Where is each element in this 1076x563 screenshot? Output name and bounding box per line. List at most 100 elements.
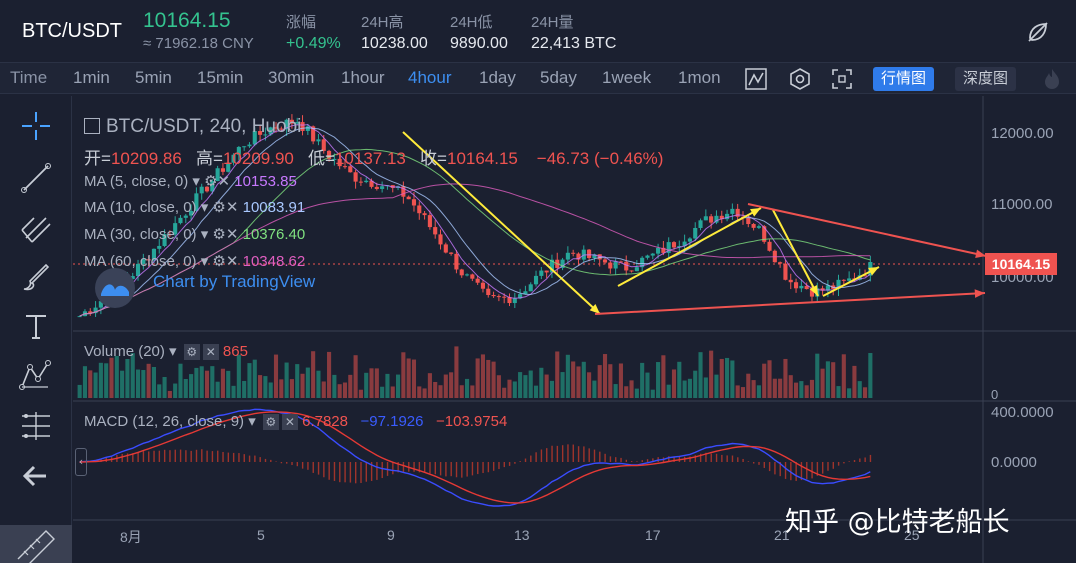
- macd-histogram-bar: [795, 462, 797, 481]
- change-value: −46.73 (−0.46%): [536, 149, 664, 168]
- macd-axis-label: 0.0000: [991, 454, 1037, 471]
- stat-label: 24H量: [531, 14, 574, 31]
- ruler-icon[interactable]: [0, 525, 72, 563]
- settings-icon[interactable]: ⚙: [204, 173, 218, 190]
- tab-15min[interactable]: 15min: [197, 68, 244, 87]
- macd-histogram-bar: [445, 462, 447, 477]
- volume-bar: [518, 372, 523, 398]
- close-icon[interactable]: ✕: [225, 226, 239, 243]
- ma-legend-5[interactable]: MA (5, close, 0) ▾ ⚙✕ 10153.85: [84, 173, 297, 190]
- panel-collapse-button[interactable]: ‹: [75, 448, 87, 476]
- settings-icon[interactable]: ⚙: [212, 199, 226, 216]
- volume-bar: [852, 365, 857, 398]
- macd-histogram-bar: [339, 462, 341, 483]
- brush-icon[interactable]: [18, 259, 54, 295]
- tab-5min[interactable]: 5min: [135, 68, 172, 87]
- pair-name[interactable]: BTC/USDT: [22, 20, 122, 42]
- candle: [714, 215, 719, 223]
- close-icon[interactable]: ✕: [225, 253, 239, 270]
- macd-histogram-bar: [737, 457, 739, 462]
- macd-histogram-bar: [694, 455, 697, 462]
- macd-legend[interactable]: MACD (12, 26, close, 9) ▾ ⚙ ✕ 6.7828 −97.…: [84, 413, 508, 431]
- title-collapse-icon[interactable]: [84, 118, 100, 134]
- macd-histogram-bar: [832, 462, 834, 469]
- measure-icon[interactable]: [18, 408, 54, 444]
- tab-1hour[interactable]: 1hour: [341, 68, 385, 87]
- candle: [735, 208, 740, 217]
- fork-icon[interactable]: [18, 210, 54, 246]
- price-chart[interactable]: BTC/USDT, 240, Huobi 开=10209.86 高=10209.…: [73, 96, 1076, 563]
- tab-4hour[interactable]: 4hour: [408, 68, 452, 87]
- tradingview-watermark[interactable]: Chart by TradingView: [153, 272, 316, 291]
- volume-bar: [778, 378, 783, 398]
- volume-bar: [258, 375, 263, 398]
- volume-bar: [433, 381, 438, 398]
- candle: [778, 262, 783, 264]
- ma-legend-10[interactable]: MA (10, close, 0) ▾ ⚙✕ 10083.91: [84, 199, 306, 216]
- macd-histogram-bar: [137, 451, 139, 462]
- market-chart-button[interactable]: 行情图: [873, 67, 935, 91]
- macd-histogram-bar: [307, 462, 309, 470]
- volume-bar: [709, 350, 714, 398]
- settings-icon[interactable]: ⚙: [212, 253, 226, 270]
- candle: [316, 139, 321, 142]
- fullscreen-icon[interactable]: [830, 67, 854, 91]
- candle: [369, 180, 374, 187]
- text-icon[interactable]: [18, 308, 54, 344]
- volume-bar: [618, 363, 623, 398]
- macd-histogram-bar: [190, 450, 192, 462]
- close-icon[interactable]: ✕: [281, 414, 298, 431]
- settings-icon[interactable]: ⚙: [183, 344, 200, 361]
- crosshair-icon[interactable]: [18, 108, 54, 144]
- macd-histogram-bar: [323, 462, 325, 478]
- ma-legend-30[interactable]: MA (30, close, 0) ▾ ⚙✕ 10376.40: [84, 226, 306, 243]
- volume-bar: [820, 368, 825, 398]
- indicator-icon[interactable]: [744, 67, 768, 91]
- volume-bar: [539, 367, 544, 398]
- hexagon-settings-icon[interactable]: [788, 67, 812, 91]
- macd-histogram-bar: [816, 462, 819, 476]
- pattern-icon[interactable]: [18, 357, 54, 393]
- flame-icon[interactable]: [1040, 67, 1064, 91]
- trend-line-icon[interactable]: [18, 160, 54, 196]
- macd-histogram-bar: [413, 462, 415, 472]
- ma-legend-60[interactable]: MA (60, close, 0) ▾ ⚙✕ 10348.62: [84, 253, 306, 270]
- settings-slash-icon[interactable]: [1026, 20, 1050, 44]
- settings-icon[interactable]: ⚙: [212, 226, 226, 243]
- candle: [746, 217, 751, 225]
- close-icon[interactable]: ✕: [202, 344, 219, 361]
- candle: [252, 131, 257, 145]
- macd-histogram-bar: [418, 462, 421, 473]
- close-icon[interactable]: ✕: [225, 199, 239, 216]
- volume-bar: [576, 366, 581, 398]
- symbol-title[interactable]: BTC/USDT, 240, Huobi: [84, 116, 301, 138]
- macd-histogram-bar: [392, 462, 394, 475]
- macd-histogram-bar: [259, 457, 261, 462]
- tradingview-logo-icon: [95, 268, 135, 308]
- tab-1mon[interactable]: 1mon: [678, 68, 721, 87]
- candle: [507, 297, 512, 304]
- candle: [305, 126, 310, 131]
- tab-5day[interactable]: 5day: [540, 68, 577, 87]
- depth-chart-button[interactable]: 深度图: [955, 67, 1017, 91]
- candle: [661, 247, 666, 253]
- back-arrow-icon[interactable]: [18, 458, 54, 494]
- candle: [358, 181, 363, 183]
- volume-bar: [305, 367, 310, 398]
- annotation-resistance-line: [747, 203, 987, 257]
- tab-30min[interactable]: 30min: [268, 68, 315, 87]
- chart-canvas[interactable]: [73, 96, 1076, 563]
- tab-1day[interactable]: 1day: [479, 68, 516, 87]
- tab-1week[interactable]: 1week: [602, 68, 652, 87]
- tab-1min[interactable]: 1min: [73, 68, 110, 87]
- tab-time[interactable]: Time: [10, 68, 48, 87]
- volume-bar: [480, 354, 486, 398]
- volume-bar: [565, 354, 570, 398]
- volume-bar: [438, 385, 443, 398]
- close-icon[interactable]: ✕: [217, 173, 231, 190]
- macd-histogram-bar: [615, 457, 617, 462]
- volume-legend[interactable]: Volume (20) ▾ ⚙ ✕ 865: [84, 343, 248, 361]
- settings-icon[interactable]: ⚙: [262, 414, 279, 431]
- volume-bar: [380, 386, 385, 398]
- macd-histogram-bar: [535, 452, 537, 462]
